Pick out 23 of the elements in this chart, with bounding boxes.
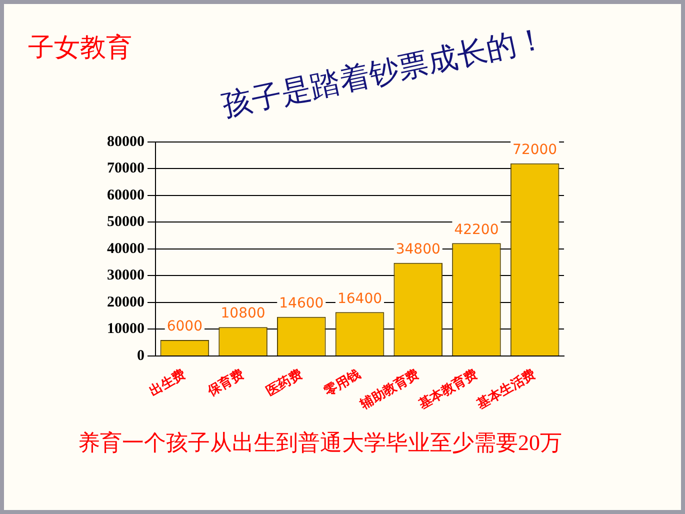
data-label: 72000 (512, 142, 558, 158)
data-label: 34800 (396, 242, 440, 258)
chart-title: 子女教育 (28, 32, 132, 64)
y-tick-label: 20000 (107, 294, 144, 310)
x-tick-label: 医药费 (263, 366, 305, 399)
x-tick-label: 出生费 (146, 366, 188, 399)
y-tick-label: 70000 (107, 160, 144, 177)
y-tick-label: 50000 (107, 214, 144, 230)
data-label: 42200 (454, 222, 499, 238)
text: 孩子是踏着钞票成长的！ (218, 21, 550, 125)
data-label: 10800 (220, 306, 266, 322)
data-label: 6000 (166, 318, 202, 335)
data-label: 14600 (279, 296, 324, 312)
data-label: 16400 (337, 290, 382, 307)
y-tick-label: 10000 (107, 321, 144, 338)
y-tick-label: 60000 (107, 187, 144, 204)
text: 养育一个孩子从出生到普通大学毕业至少需要20万 (78, 429, 562, 457)
x-tick-label: 保育费 (204, 366, 246, 400)
y-tick-label: 80000 (107, 134, 144, 150)
y-tick-label: 0 (137, 348, 144, 364)
y-tick-label: 40000 (107, 240, 144, 257)
x-tick-label: 零用钱 (320, 366, 363, 400)
y-tick-label: 30000 (107, 268, 144, 284)
